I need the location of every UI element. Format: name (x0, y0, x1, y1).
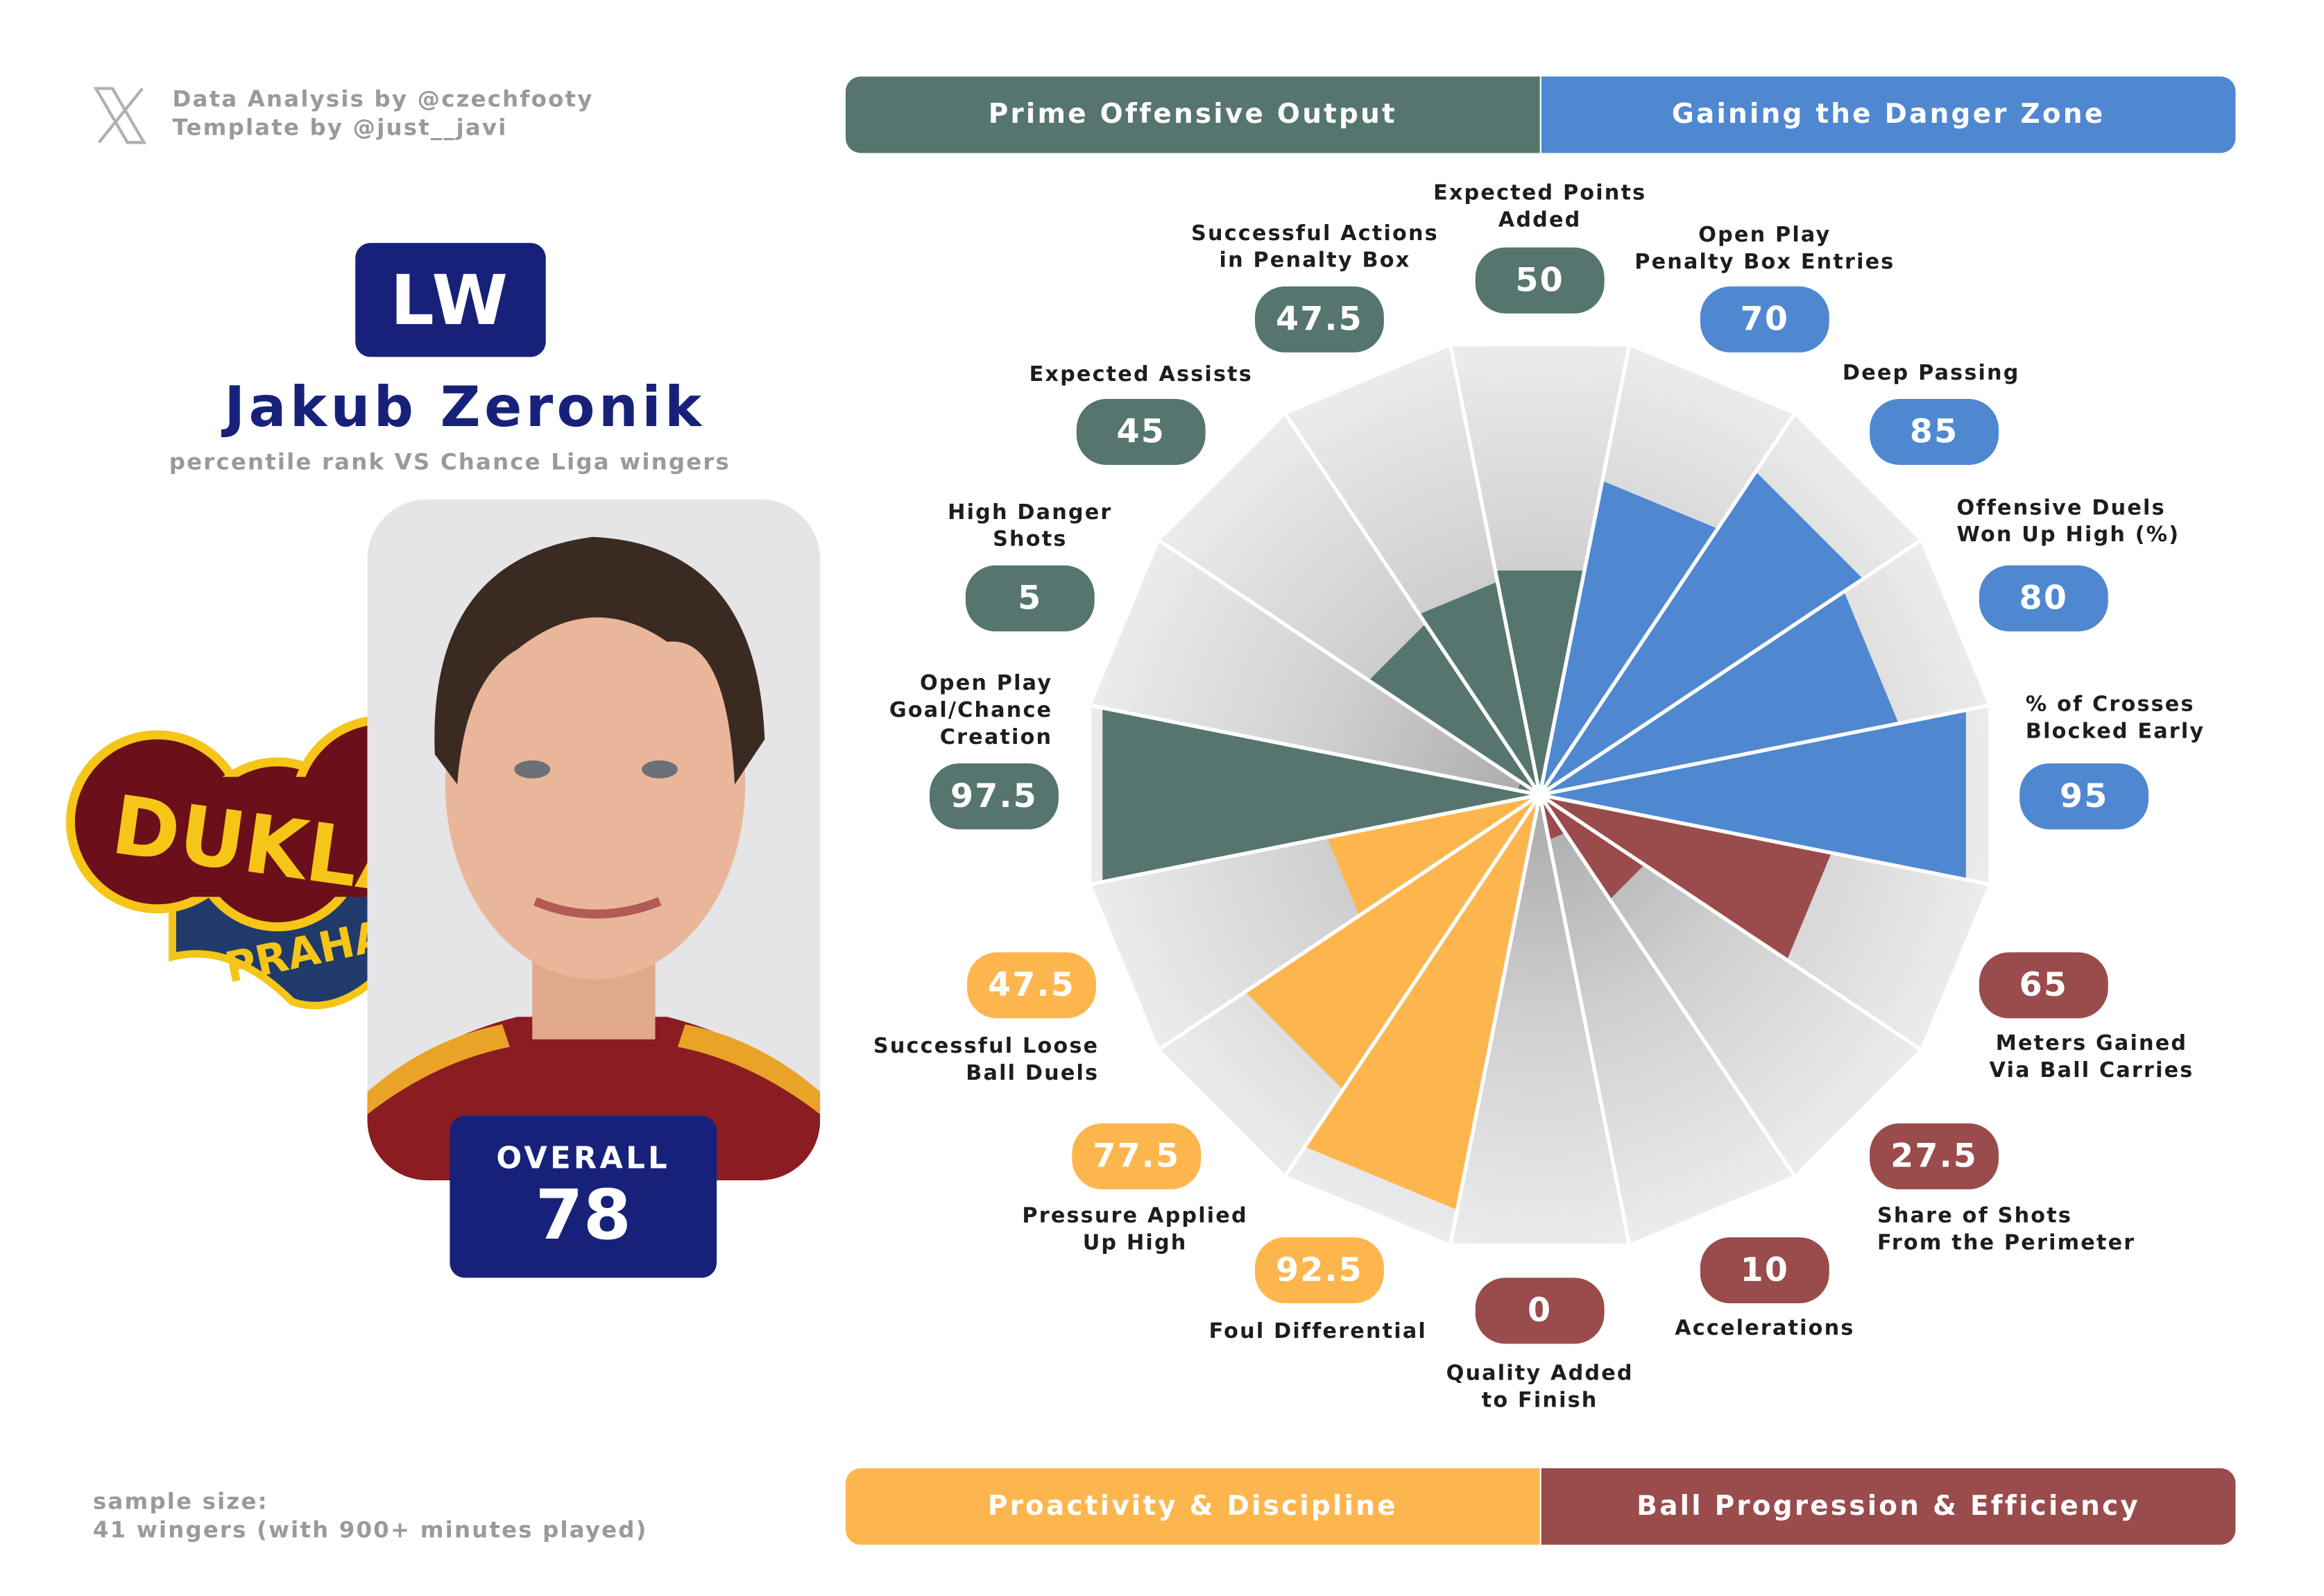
metric-label: Foul Differential (1208, 1319, 1427, 1344)
category-label: Gaining the Danger Zone (1671, 99, 2105, 131)
metric-label: % of Crosses Blocked Early (2025, 693, 2205, 745)
slice-divider (1539, 704, 1989, 797)
credit-template: Template by @just__javi (172, 114, 508, 142)
value-pill: 77.5 (1072, 1123, 1202, 1189)
slice-bar (1539, 710, 1966, 880)
slice-bar (1539, 471, 1863, 795)
overall-value: 78 (535, 1174, 631, 1256)
metric-label: Meters Gained Via Ball Carries (1989, 1031, 2194, 1083)
slice-bar (1419, 581, 1540, 795)
player-photo (367, 499, 821, 1180)
slice-bar (1245, 795, 1540, 1090)
category-header-prime-offensive: Prime Offensive Output (845, 76, 1540, 153)
value-pill: 47.5 (967, 952, 1096, 1019)
metric-label: Open Play Goal/Chance Creation (889, 672, 1053, 750)
slice-bar (1539, 480, 1718, 795)
value-pill: 85 (1870, 398, 1999, 466)
category-label: Prime Offensive Output (988, 99, 1397, 131)
slice-bar (1326, 795, 1540, 916)
slice-divider (1091, 704, 1541, 797)
position-badge: LW (355, 243, 546, 357)
value-pill: 95 (2019, 763, 2149, 830)
slice-divider (1538, 793, 1796, 1177)
value-pill: 47.5 (1255, 286, 1384, 353)
metric-label: Quality Added to Finish (1446, 1361, 1634, 1413)
category-header-proactivity: Proactivity & Discipline (845, 1468, 1540, 1545)
player-name: Jakub Zeronik (224, 375, 706, 440)
slice-divider (1538, 346, 1631, 796)
slice-background (1539, 795, 1794, 1244)
metric-label: Successful Actions in Penalty Box (1191, 221, 1439, 273)
slice-divider (1091, 792, 1541, 886)
metric-label: High Danger Shots (948, 500, 1113, 552)
value-pill: 80 (1979, 565, 2108, 631)
metric-label: Pressure Applied Up High (1022, 1204, 1248, 1256)
slice-bar (1539, 795, 1645, 900)
value-pill: 27.5 (1870, 1123, 1999, 1189)
slice-divider (1284, 793, 1541, 1177)
value-pill: 10 (1700, 1237, 1829, 1304)
value-pill: 5 (965, 565, 1095, 631)
slice-bar (1102, 708, 1540, 882)
overall-label: OVERALL (496, 1139, 671, 1176)
value-pill: 92.5 (1255, 1237, 1384, 1304)
slice-bar (1495, 570, 1584, 795)
value-pill: 45 (1076, 398, 1206, 466)
slice-bar (1539, 591, 1899, 795)
overall-score-badge: OVERALL 78 (450, 1116, 717, 1278)
slice-bar (1539, 795, 1831, 960)
sample-detail: 41 wingers (with 900+ minutes played) (93, 1516, 648, 1543)
slice-divider (1539, 539, 1922, 797)
slice-divider (1159, 793, 1541, 1051)
value-pill: 70 (1700, 286, 1829, 353)
slice-divider (1538, 794, 1631, 1244)
slice-background (1539, 795, 1920, 1175)
metric-label: Share of Shots From the Perimeter (1877, 1204, 2136, 1256)
metric-label: Offensive Duels Won Up High (%) (1956, 496, 2180, 547)
value-pill: 65 (1979, 952, 2108, 1019)
metric-label: Deep Passing (1842, 361, 2020, 386)
slice-divider (1449, 346, 1542, 796)
category-header-ball-progression: Ball Progression & Efficiency (1541, 1468, 2236, 1545)
metric-label: Accelerations (1675, 1316, 1855, 1341)
subtitle: percentile rank VS Chance Liga wingers (169, 448, 730, 476)
category-label: Proactivity & Discipline (987, 1491, 1398, 1522)
slice-bar (1369, 623, 1540, 795)
credit-analysis: Data Analysis by @czechfooty (172, 85, 594, 113)
slice-divider (1539, 793, 1922, 1051)
slice-divider (1284, 413, 1541, 796)
sample-size-note: sample size: 41 wingers (with 900+ minut… (93, 1488, 648, 1545)
metric-label: Expected Assists (1029, 363, 1253, 387)
slice-divider (1539, 792, 1989, 886)
slice-bar (1304, 795, 1540, 1210)
value-pill: 0 (1475, 1277, 1605, 1344)
metric-label: Successful Loose Ball Duels (873, 1035, 1100, 1086)
category-header-danger-zone: Gaining the Danger Zone (1541, 76, 2236, 153)
slice-background (1091, 541, 1540, 795)
category-label: Ball Progression & Efficiency (1637, 1491, 2141, 1522)
metric-label: Expected Points Added (1433, 181, 1647, 233)
slice-divider (1538, 413, 1796, 796)
x-logo-icon (93, 87, 147, 144)
slice-background (1451, 795, 1630, 1244)
metric-label: Open Play Penalty Box Entries (1634, 223, 1895, 275)
sample-label: sample size: (93, 1488, 268, 1515)
value-pill: 50 (1475, 247, 1605, 314)
slice-divider (1449, 794, 1542, 1244)
slice-divider (1159, 539, 1541, 797)
value-pill: 97.5 (930, 763, 1059, 830)
